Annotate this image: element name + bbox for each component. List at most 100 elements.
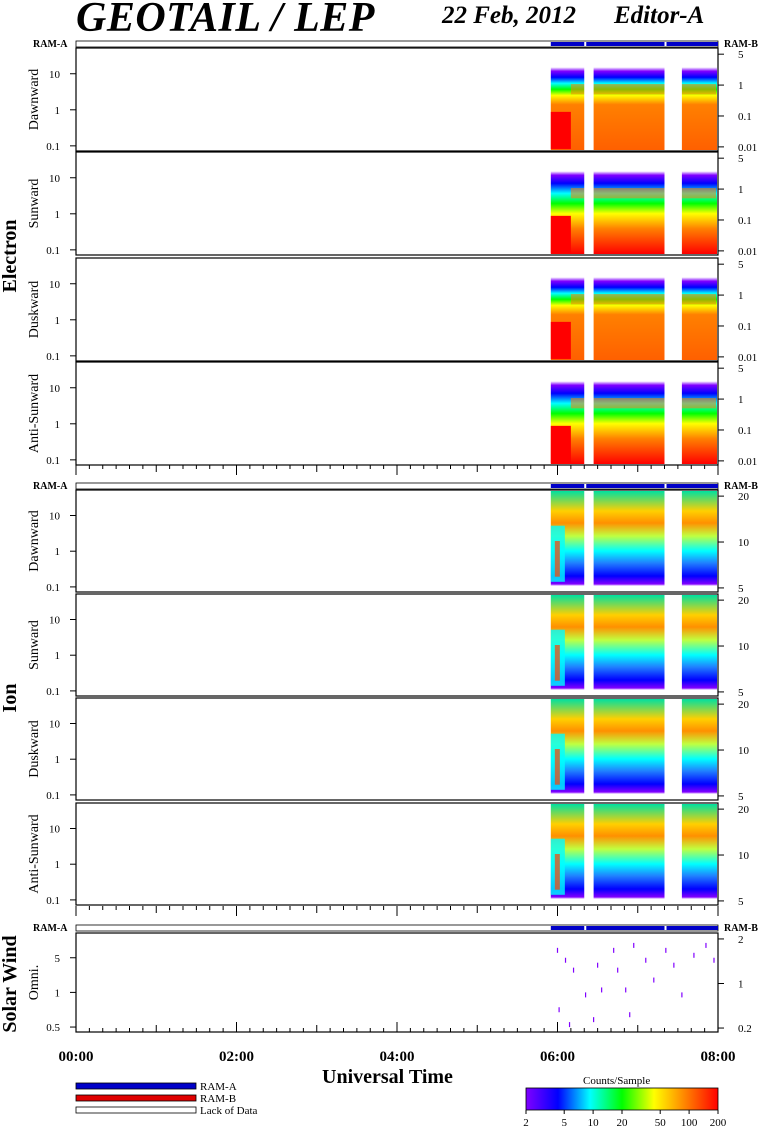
data-gap — [584, 363, 594, 464]
right-tick-label: 0.1 — [738, 111, 752, 123]
legend-swatch — [75, 1106, 197, 1114]
right-tick-label: 2 — [738, 934, 744, 946]
early-high-flux — [550, 215, 571, 253]
right-tick-label: 5 — [738, 259, 744, 271]
left-tick-label: 0.1 — [46, 141, 60, 153]
left-tick-label: 0.1 — [46, 686, 60, 698]
right-tick-label: 5 — [738, 583, 744, 595]
right-tick-label: 0.01 — [738, 352, 757, 364]
mode-bar-left-label: RAM-A — [33, 923, 68, 934]
right-tick-label: 5 — [738, 791, 744, 803]
left-tick-label: 1 — [55, 209, 61, 221]
left-tick-label: 0.1 — [46, 245, 60, 257]
data-gap — [664, 153, 682, 254]
early-ion-core — [554, 541, 560, 577]
data-gap — [584, 699, 594, 799]
data-gap — [584, 804, 594, 904]
panel-label: Anti-Sunward — [27, 374, 42, 453]
panel-label: Omni. — [27, 965, 42, 1000]
data-gap — [584, 49, 594, 150]
group-label: Ion — [0, 684, 21, 713]
left-tick-label: 0.5 — [46, 1022, 60, 1034]
right-tick-label: 0.2 — [738, 1023, 752, 1035]
early-ion-core — [554, 749, 560, 785]
data-gap — [664, 259, 682, 360]
left-tick-label: 10 — [49, 279, 61, 291]
early-high-flux — [550, 111, 571, 149]
mode-bar-right-label: RAM-B — [724, 923, 758, 934]
right-tick-label: 1 — [738, 290, 744, 302]
spectrogram-fill — [550, 491, 717, 591]
x-tick-label: 06:00 — [540, 1049, 575, 1065]
x-tick-label: 00:00 — [59, 1049, 94, 1065]
data-gap — [664, 804, 682, 904]
x-tick-label: 02:00 — [219, 1049, 254, 1065]
panel-label: Dawnward — [27, 69, 42, 130]
colorbar-title: Counts/Sample — [583, 1075, 651, 1087]
colorbar-tick-label: 200 — [710, 1117, 727, 1128]
legend-label: RAM-A — [200, 1081, 237, 1093]
right-tick-label: 1 — [738, 394, 744, 406]
legend-swatch — [75, 1094, 197, 1102]
legend-label: RAM-B — [200, 1093, 236, 1105]
right-tick-label: 0.1 — [738, 321, 752, 333]
spectrogram-fill — [550, 153, 717, 254]
data-gap — [664, 699, 682, 799]
left-tick-label: 10 — [49, 511, 61, 523]
flux-band — [570, 294, 716, 305]
data-gap — [664, 595, 682, 695]
figure-title: GEOTAIL / LEP — [76, 0, 375, 41]
mode-bar-ram-a-segment — [550, 484, 718, 488]
spectrogram-fill — [550, 804, 717, 904]
left-tick-label: 10 — [49, 615, 61, 627]
mode-bar-ram-a-segment — [550, 42, 718, 46]
left-tick-label: 1 — [55, 315, 61, 327]
left-tick-label: 10 — [49, 383, 61, 395]
data-gap — [584, 259, 594, 360]
colorbar-tick-label: 50 — [655, 1117, 667, 1128]
left-tick-label: 0.1 — [46, 582, 60, 594]
right-tick-label: 20 — [738, 491, 750, 503]
mode-bar-gap — [664, 926, 667, 930]
right-tick-label: 0.01 — [738, 456, 757, 468]
right-tick-label: 10 — [738, 745, 750, 757]
left-tick-label: 1 — [55, 859, 61, 871]
data-gap — [584, 491, 594, 591]
early-ion-core — [554, 854, 560, 890]
mode-bar-right-label: RAM-B — [724, 481, 758, 492]
flux-band — [570, 84, 716, 95]
group-label: Solar Wind — [0, 935, 21, 1032]
colorbar — [525, 1087, 719, 1111]
flux-band — [570, 188, 716, 199]
data-gap — [584, 153, 594, 254]
early-high-flux — [550, 321, 571, 359]
left-tick-label: 0.1 — [46, 351, 60, 363]
right-tick-label: 10 — [738, 537, 750, 549]
right-tick-label: 0.1 — [738, 425, 752, 437]
right-tick-label: 20 — [738, 699, 750, 711]
right-tick-label: 0.01 — [738, 142, 757, 154]
spectrogram-fill — [550, 49, 717, 150]
left-tick-label: 1 — [55, 105, 61, 117]
mode-bar-right-label: RAM-B — [724, 39, 758, 50]
colorbar-tick-label: 20 — [617, 1117, 629, 1128]
right-tick-label: 5 — [738, 153, 744, 165]
left-tick-label: 1 — [55, 546, 61, 558]
x-axis-label: Universal Time — [322, 1066, 453, 1088]
right-tick-label: 1 — [738, 978, 744, 990]
panel-label: Sunward — [27, 620, 42, 670]
panel-label: Dawnward — [27, 510, 42, 571]
data-gap — [584, 595, 594, 695]
legend-label: Lack of Data — [200, 1105, 258, 1117]
mode-bar-gap — [664, 42, 667, 46]
left-tick-label: 1 — [55, 650, 61, 662]
left-tick-label: 10 — [49, 824, 61, 836]
panel-label: Duskward — [27, 720, 42, 778]
spectrogram-fill — [550, 699, 717, 799]
right-tick-label: 20 — [738, 804, 750, 816]
figure-editor: Editor-A — [614, 2, 705, 29]
x-tick-label: 08:00 — [701, 1049, 736, 1065]
right-tick-label: 1 — [738, 80, 744, 92]
left-tick-label: 1 — [55, 987, 61, 999]
